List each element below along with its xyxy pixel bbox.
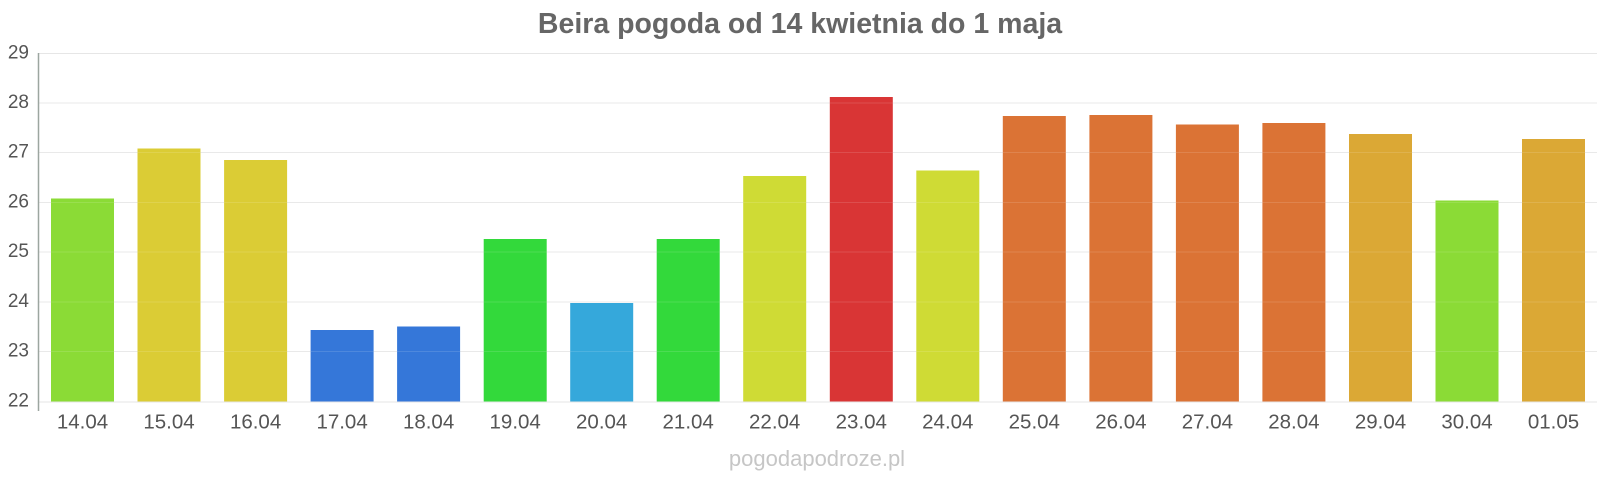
svg-text:20.04: 20.04	[576, 411, 627, 434]
svg-text:14.04: 14.04	[57, 411, 108, 434]
svg-text:30.04: 30.04	[1441, 411, 1492, 434]
svg-text:26.04: 26.04	[1095, 411, 1146, 434]
svg-text:19.04: 19.04	[490, 411, 541, 434]
svg-text:25.04: 25.04	[1009, 411, 1060, 434]
svg-text:23: 23	[8, 341, 29, 362]
svg-text:21.04: 21.04	[663, 411, 714, 434]
svg-text:27: 27	[8, 142, 29, 163]
svg-text:24.04: 24.04	[922, 411, 973, 434]
svg-text:Beira pogoda od 14 kwietnia do: Beira pogoda od 14 kwietnia do 1 maja	[538, 8, 1063, 40]
svg-text:16.04: 16.04	[230, 411, 281, 434]
svg-text:22: 22	[8, 391, 29, 412]
svg-text:28: 28	[8, 92, 29, 113]
svg-text:28.04: 28.04	[1268, 411, 1319, 434]
svg-text:01.05: 01.05	[1528, 411, 1579, 434]
svg-text:29: 29	[8, 43, 29, 64]
svg-text:22.04: 22.04	[749, 411, 800, 434]
svg-text:17.04: 17.04	[316, 411, 367, 434]
svg-text:26: 26	[8, 192, 29, 213]
svg-text:27.04: 27.04	[1182, 411, 1233, 434]
svg-text:29.04: 29.04	[1355, 411, 1406, 434]
svg-text:25: 25	[8, 241, 29, 262]
svg-text:24: 24	[8, 291, 30, 312]
svg-text:18.04: 18.04	[403, 411, 454, 434]
svg-text:pogodapodroze.pl: pogodapodroze.pl	[729, 446, 905, 471]
svg-text:15.04: 15.04	[143, 411, 194, 434]
svg-text:23.04: 23.04	[836, 411, 887, 434]
